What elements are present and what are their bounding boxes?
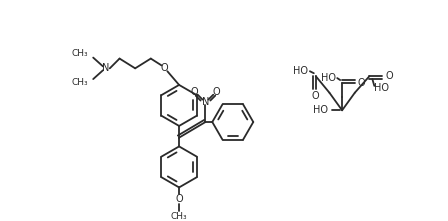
Text: N: N — [102, 63, 110, 73]
Text: CH₃: CH₃ — [171, 212, 187, 221]
Text: N: N — [202, 97, 209, 107]
Text: CH₃: CH₃ — [72, 49, 88, 58]
Text: O: O — [175, 194, 183, 204]
Text: HO: HO — [314, 105, 328, 115]
Text: O: O — [191, 87, 198, 97]
Text: O: O — [312, 91, 319, 101]
Text: O: O — [161, 63, 168, 73]
Text: CH₃: CH₃ — [72, 78, 88, 88]
Text: O: O — [385, 71, 393, 81]
Text: O: O — [358, 78, 366, 88]
Text: O: O — [212, 87, 220, 97]
Text: HO: HO — [293, 66, 308, 76]
Text: HO: HO — [321, 73, 336, 83]
Text: HO: HO — [375, 83, 389, 93]
